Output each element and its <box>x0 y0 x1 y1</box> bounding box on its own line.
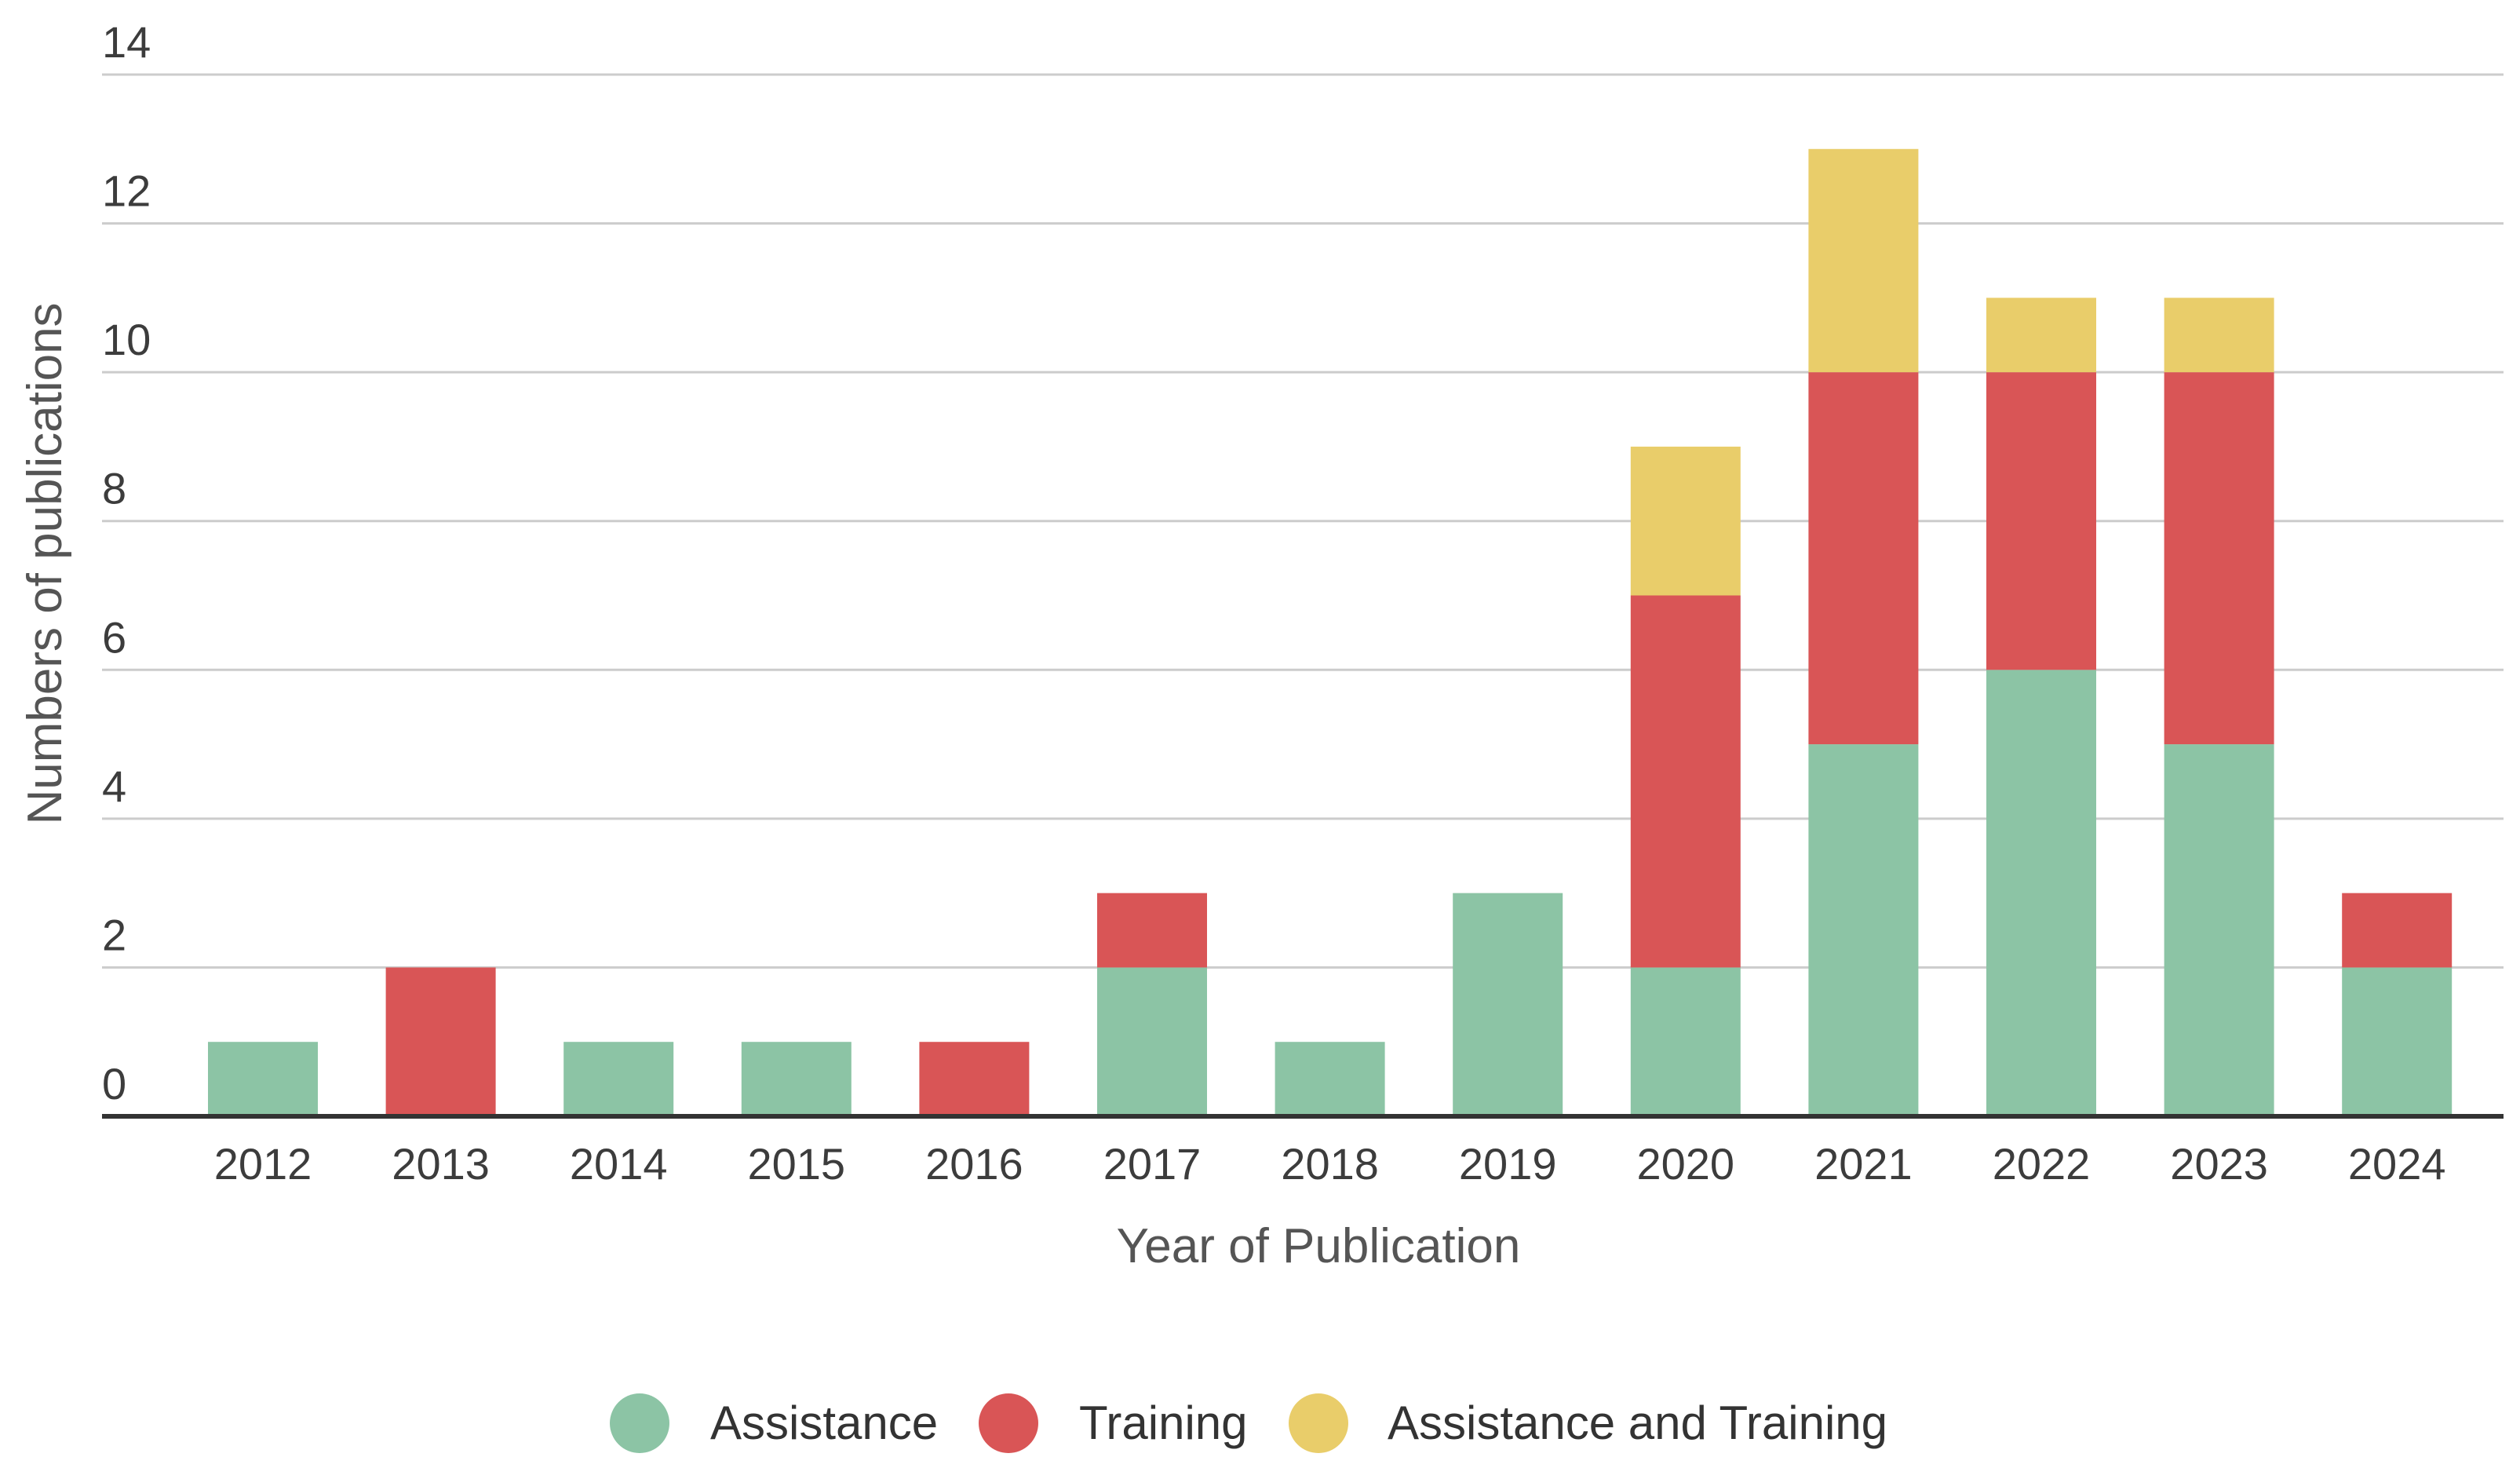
bar-2021-assistance <box>1808 744 1919 1116</box>
x-tick-label: 2017 <box>1103 1139 1202 1189</box>
bar-2024-training <box>2342 893 2453 968</box>
y-tick-label: 14 <box>102 17 151 67</box>
x-tick-labels: 2012 2013 2014 2015 2016 2017 2018 2019 2020 2021… <box>214 1139 2446 1189</box>
x-tick-label: 2020 <box>1637 1139 1735 1189</box>
bar-2015-assistance <box>741 1042 852 1116</box>
x-tick-label: 2013 <box>392 1139 490 1189</box>
x-tick-label: 2021 <box>1814 1139 1913 1189</box>
bar-2019-assistance <box>1453 893 1563 1116</box>
x-tick-label: 2015 <box>748 1139 846 1189</box>
bar-2021-training <box>1808 372 1919 745</box>
bar-2023-assistance-and-training <box>2164 298 2274 373</box>
bar-2022-assistance-and-training <box>1986 298 2096 373</box>
bar-2014-assistance <box>563 1042 674 1116</box>
x-tick-label: 2023 <box>2170 1139 2268 1189</box>
bar-2020-assistance-and-training <box>1630 446 1741 596</box>
x-tick-label: 2019 <box>1459 1139 1557 1189</box>
bar-2017-assistance <box>1097 967 1207 1116</box>
legend-label: Training <box>1079 1397 1248 1449</box>
x-tick-label: 2016 <box>925 1139 1023 1189</box>
x-axis-title: Year of Publication <box>1117 1219 1521 1273</box>
bar-2017-training <box>1097 893 1207 968</box>
bar-2022-assistance <box>1986 670 2096 1116</box>
y-tick-label: 8 <box>102 464 126 513</box>
legend-label: Assistance and Training <box>1388 1397 1887 1449</box>
y-tick-label: 0 <box>102 1059 126 1108</box>
bar-2016-training <box>919 1042 1030 1116</box>
legend-swatch <box>979 1393 1038 1453</box>
x-tick-label: 2022 <box>1993 1139 2091 1189</box>
bars <box>208 148 2453 1116</box>
legend-label: Assistance <box>710 1397 938 1449</box>
bar-2022-training <box>1986 372 2096 670</box>
x-tick-label: 2024 <box>2348 1139 2446 1189</box>
legend-swatch <box>610 1393 669 1453</box>
x-tick-label: 2014 <box>570 1139 668 1189</box>
x-tick-label: 2012 <box>214 1139 312 1189</box>
bar-2020-assistance <box>1630 967 1741 1116</box>
bar-2021-assistance-and-training <box>1808 148 1919 373</box>
bar-2013-training <box>385 967 496 1116</box>
bar-2018-assistance <box>1275 1042 1385 1116</box>
bar-2023-assistance <box>2164 744 2274 1116</box>
legend-swatch <box>1289 1393 1348 1453</box>
y-tick-label: 6 <box>102 612 126 662</box>
legend: Assistance Training Assistance and Trainin… <box>610 1393 1887 1453</box>
x-tick-label: 2018 <box>1281 1139 1379 1189</box>
y-tick-label: 10 <box>102 315 151 364</box>
y-tick-label: 2 <box>102 910 126 959</box>
y-tick-label: 12 <box>102 166 151 216</box>
y-axis-title: Numbers of publications <box>18 302 72 824</box>
y-tick-label: 4 <box>102 761 126 811</box>
bar-2020-training <box>1630 595 1741 968</box>
gridlines <box>102 73 2504 969</box>
y-tick-labels: 0 2 4 6 8 10 12 14 <box>102 17 151 1108</box>
bar-2012-assistance <box>208 1042 318 1116</box>
bar-2023-training <box>2164 372 2274 745</box>
bar-2024-assistance <box>2342 967 2453 1116</box>
